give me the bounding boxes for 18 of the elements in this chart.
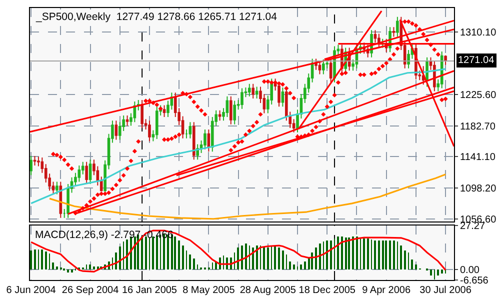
x-tick-label: 26 Sep 2004	[62, 285, 120, 296]
ref-line-label: 1271.04	[458, 55, 495, 66]
chart-title: _SP500,Weekly 1277.49 1278.66 1265.71 1271.04	[35, 11, 278, 23]
y-tick-label: -6.656	[460, 276, 489, 286]
y-tick-label: 1225.60	[460, 90, 497, 101]
y-tick-label: 27.27	[460, 221, 486, 232]
y-tick-label: 1098.20	[460, 184, 497, 195]
x-tick-label: 8 May 2005	[182, 285, 236, 296]
x-tick-label: 9 Apr 2006	[362, 285, 411, 296]
x-tick-label: 18 Dec 2005	[298, 285, 356, 296]
x-tick-label: 28 Aug 2005	[240, 285, 296, 296]
x-tick-label: 30 Jul 2006	[420, 285, 472, 296]
y-tick-label: 1141.10	[460, 152, 496, 164]
x-tick-label: 16 Jan 2005	[122, 285, 178, 296]
y-tick-label: 1310.10	[460, 28, 497, 39]
x-tick-label: 6 Jun 2004	[6, 285, 56, 296]
y-tick-label: 1182.70	[460, 122, 496, 133]
y-tick-label: 0.00	[460, 264, 480, 276]
